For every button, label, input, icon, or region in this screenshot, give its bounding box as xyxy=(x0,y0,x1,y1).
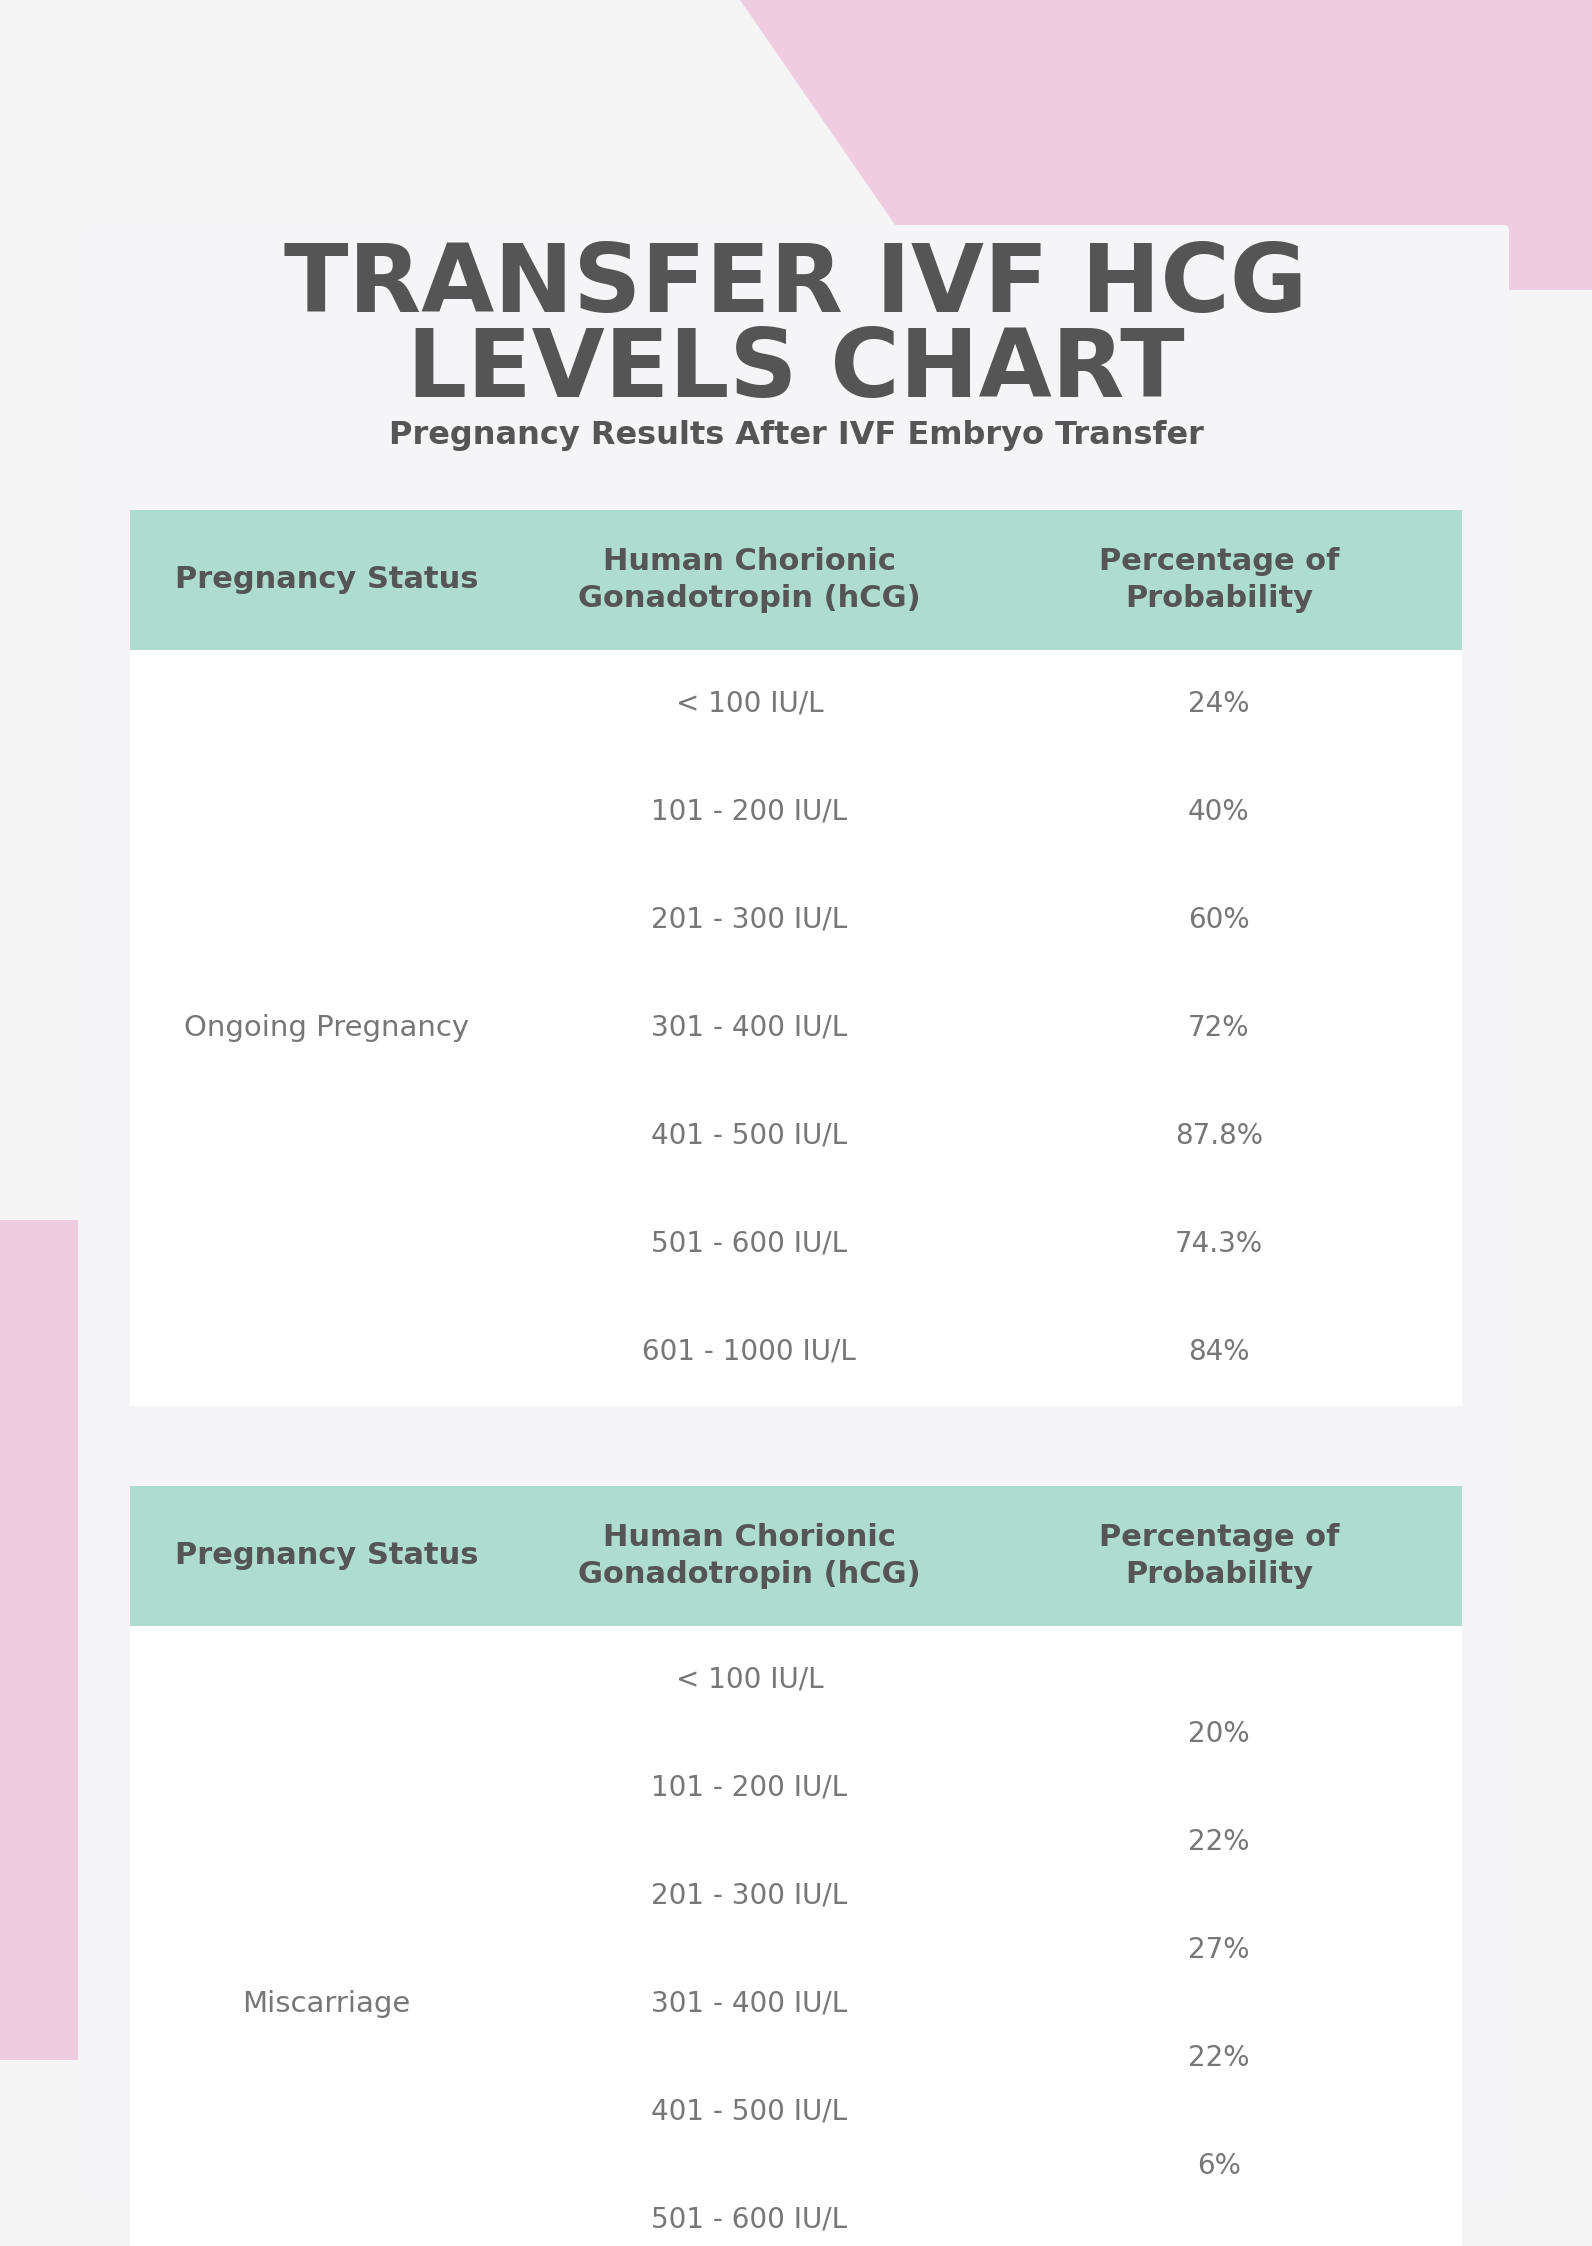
Text: 6%: 6% xyxy=(1197,2152,1240,2181)
Text: 27%: 27% xyxy=(1188,1936,1250,1963)
Text: TRANSFER IVF HCG: TRANSFER IVF HCG xyxy=(285,240,1307,332)
Text: 501 - 600 IU/L: 501 - 600 IU/L xyxy=(651,2206,847,2235)
Polygon shape xyxy=(0,1220,78,2060)
Text: 301 - 400 IU/L: 301 - 400 IU/L xyxy=(651,1990,847,2017)
Text: 101 - 200 IU/L: 101 - 200 IU/L xyxy=(651,1774,847,1801)
Text: Pregnancy Status: Pregnancy Status xyxy=(175,1541,478,1570)
Text: Miscarriage: Miscarriage xyxy=(242,1990,411,2017)
FancyBboxPatch shape xyxy=(131,1487,1461,1626)
Text: Ongoing Pregnancy: Ongoing Pregnancy xyxy=(185,1013,470,1042)
Text: 40%: 40% xyxy=(1188,797,1250,827)
Text: 101 - 200 IU/L: 101 - 200 IU/L xyxy=(651,797,847,827)
Text: 74.3%: 74.3% xyxy=(1175,1231,1262,1258)
Text: LEVELS CHART: LEVELS CHART xyxy=(408,326,1184,418)
Text: 60%: 60% xyxy=(1188,905,1250,934)
Text: Pregnancy Results After IVF Embryo Transfer: Pregnancy Results After IVF Embryo Trans… xyxy=(388,420,1204,451)
Text: 22%: 22% xyxy=(1188,1828,1250,1855)
Text: 301 - 400 IU/L: 301 - 400 IU/L xyxy=(651,1013,847,1042)
FancyBboxPatch shape xyxy=(131,510,1461,649)
Text: 201 - 300 IU/L: 201 - 300 IU/L xyxy=(651,1882,847,1909)
Text: 24%: 24% xyxy=(1188,690,1250,719)
FancyBboxPatch shape xyxy=(131,649,1461,1406)
Text: 20%: 20% xyxy=(1188,1720,1250,1747)
Text: 601 - 1000 IU/L: 601 - 1000 IU/L xyxy=(643,1339,856,1366)
Text: Percentage of
Probability: Percentage of Probability xyxy=(1098,548,1339,613)
Text: 401 - 500 IU/L: 401 - 500 IU/L xyxy=(651,1123,847,1150)
Text: Percentage of
Probability: Percentage of Probability xyxy=(1098,1523,1339,1588)
Text: 22%: 22% xyxy=(1188,2044,1250,2073)
Text: < 100 IU/L: < 100 IU/L xyxy=(675,690,823,719)
Text: Human Chorionic
Gonadotropin (hCG): Human Chorionic Gonadotropin (hCG) xyxy=(578,548,920,613)
Text: Pregnancy Status: Pregnancy Status xyxy=(175,566,478,595)
Text: 401 - 500 IU/L: 401 - 500 IU/L xyxy=(651,2098,847,2127)
Text: < 100 IU/L: < 100 IU/L xyxy=(675,1667,823,1693)
Text: 72%: 72% xyxy=(1188,1013,1250,1042)
Text: 201 - 300 IU/L: 201 - 300 IU/L xyxy=(651,905,847,934)
Text: 87.8%: 87.8% xyxy=(1175,1123,1262,1150)
FancyBboxPatch shape xyxy=(83,225,1509,2201)
Text: 501 - 600 IU/L: 501 - 600 IU/L xyxy=(651,1231,847,1258)
Text: 84%: 84% xyxy=(1188,1339,1250,1366)
Polygon shape xyxy=(740,0,1592,290)
FancyBboxPatch shape xyxy=(131,1626,1461,2246)
Text: Human Chorionic
Gonadotropin (hCG): Human Chorionic Gonadotropin (hCG) xyxy=(578,1523,920,1588)
